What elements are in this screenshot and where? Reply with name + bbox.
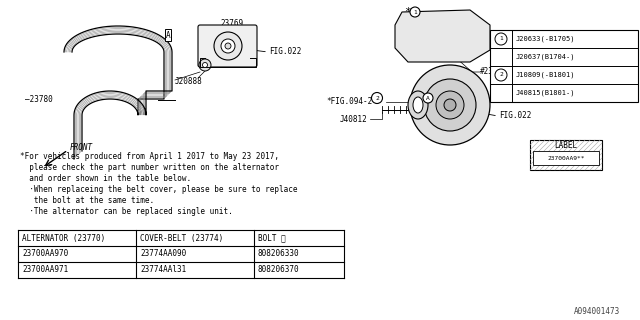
Text: J10809(-B1801): J10809(-B1801)	[516, 72, 575, 78]
Text: A094001473: A094001473	[573, 308, 620, 316]
Circle shape	[214, 32, 242, 60]
Text: 2: 2	[375, 95, 379, 100]
Circle shape	[423, 93, 433, 103]
Text: 23774AAl31: 23774AAl31	[140, 266, 186, 275]
Text: 23700AA9**: 23700AA9**	[547, 156, 585, 161]
FancyBboxPatch shape	[198, 25, 257, 67]
Text: 23769: 23769	[220, 20, 244, 28]
Polygon shape	[68, 52, 168, 74]
Text: ·When replaceing the belt cover, please be sure to replace: ·When replaceing the belt cover, please …	[20, 185, 298, 194]
Polygon shape	[395, 10, 490, 62]
Text: J20637(B1704-): J20637(B1704-)	[516, 54, 575, 60]
Text: #23774: #23774	[480, 68, 508, 76]
Text: *: *	[404, 7, 412, 17]
Polygon shape	[74, 93, 146, 115]
Bar	[533, 151, 599, 165]
Text: ALTERNATOR (23770): ALTERNATOR (23770)	[22, 234, 105, 243]
Text: the bolt at the same time.: the bolt at the same time.	[20, 196, 154, 205]
Text: J40812: J40812	[340, 116, 368, 124]
Circle shape	[424, 79, 476, 131]
Circle shape	[225, 43, 231, 49]
Text: LABEL: LABEL	[554, 140, 577, 149]
Text: ·The alternator can be replaced single unit.: ·The alternator can be replaced single u…	[20, 207, 233, 216]
Circle shape	[495, 69, 507, 81]
Text: *For vehicles produced from April 1 2017 to May 23 2017,: *For vehicles produced from April 1 2017…	[20, 152, 279, 161]
Text: A: A	[166, 30, 170, 39]
Text: A: A	[426, 95, 430, 100]
Text: BOLT ①: BOLT ①	[258, 234, 285, 243]
Circle shape	[410, 65, 490, 145]
Text: J40815(B1801-): J40815(B1801-)	[516, 90, 575, 96]
Text: 23774AA090: 23774AA090	[140, 250, 186, 259]
Text: 1: 1	[413, 10, 417, 14]
Ellipse shape	[408, 91, 428, 119]
Circle shape	[221, 39, 235, 53]
Circle shape	[199, 59, 211, 71]
Circle shape	[202, 62, 207, 68]
Text: 1: 1	[499, 36, 503, 42]
Text: 2: 2	[499, 73, 503, 77]
Circle shape	[444, 99, 456, 111]
Text: —23780: —23780	[25, 95, 52, 105]
Bar	[490, 30, 638, 102]
Ellipse shape	[413, 97, 423, 113]
Text: FIG.022: FIG.022	[269, 47, 301, 57]
Text: 23700AA971: 23700AA971	[22, 266, 68, 275]
Bar	[530, 140, 602, 170]
Text: FIG.022: FIG.022	[499, 111, 531, 121]
Text: *FIG.094-2: *FIG.094-2	[326, 98, 372, 107]
Text: 23700AA970: 23700AA970	[22, 250, 68, 259]
Circle shape	[410, 7, 420, 17]
Text: FRONT: FRONT	[70, 142, 93, 151]
Text: J20888: J20888	[175, 77, 203, 86]
Circle shape	[436, 91, 464, 119]
Text: and order shown in the table below.: and order shown in the table below.	[20, 174, 191, 183]
Text: 808206370: 808206370	[258, 266, 300, 275]
Circle shape	[495, 33, 507, 45]
Text: COVER-BELT (23774): COVER-BELT (23774)	[140, 234, 223, 243]
Circle shape	[371, 92, 383, 103]
Text: 808206330: 808206330	[258, 250, 300, 259]
Text: please check the part number written on the alternator: please check the part number written on …	[20, 163, 279, 172]
Text: J20633(-B1705): J20633(-B1705)	[516, 36, 575, 42]
